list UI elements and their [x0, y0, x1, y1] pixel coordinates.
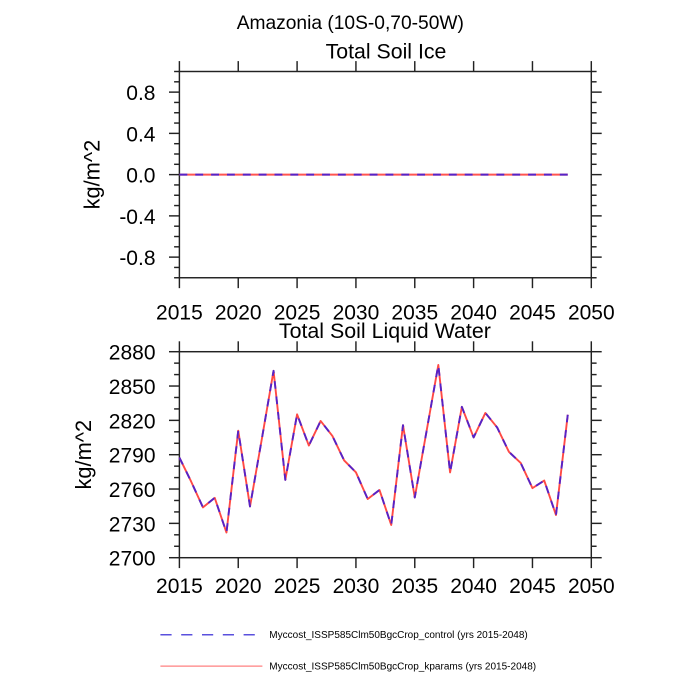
- svg-text:kg/m^2: kg/m^2: [71, 420, 96, 490]
- svg-text:2030: 2030: [333, 302, 380, 325]
- svg-text:2045: 2045: [509, 575, 556, 598]
- svg-text:2040: 2040: [450, 575, 497, 598]
- svg-text:2035: 2035: [391, 302, 438, 325]
- svg-text:2025: 2025: [274, 302, 321, 325]
- svg-text:2760: 2760: [109, 479, 156, 502]
- svg-text:kg/m^2: kg/m^2: [80, 140, 105, 210]
- svg-text:0.0: 0.0: [126, 165, 155, 188]
- svg-text:2700: 2700: [109, 548, 156, 571]
- svg-text:2020: 2020: [215, 302, 262, 325]
- svg-text:Total Soil Ice: Total Soil Ice: [326, 40, 447, 64]
- svg-text:2025: 2025: [274, 575, 321, 598]
- svg-text:2015: 2015: [156, 302, 203, 325]
- svg-text:Myccost_ISSP585Clm50BgcCrop_co: Myccost_ISSP585Clm50BgcCrop_control (yrs…: [269, 630, 527, 641]
- svg-text:2045: 2045: [509, 302, 556, 325]
- svg-text:Myccost_ISSP585Clm50BgcCrop_kp: Myccost_ISSP585Clm50BgcCrop_kparams (yrs…: [269, 661, 536, 672]
- svg-text:2020: 2020: [215, 575, 262, 598]
- svg-text:2850: 2850: [109, 376, 156, 399]
- svg-text:2030: 2030: [333, 575, 380, 598]
- svg-text:2880: 2880: [109, 342, 156, 365]
- svg-text:2035: 2035: [391, 575, 438, 598]
- svg-text:2050: 2050: [568, 575, 615, 598]
- svg-text:2015: 2015: [156, 575, 203, 598]
- svg-text:2730: 2730: [109, 513, 156, 536]
- svg-text:-0.4: -0.4: [119, 206, 156, 229]
- svg-text:2050: 2050: [568, 302, 615, 325]
- svg-text:Total Soil Liquid Water: Total Soil Liquid Water: [279, 319, 491, 343]
- svg-text:0.4: 0.4: [126, 123, 156, 146]
- svg-text:-0.8: -0.8: [119, 247, 155, 270]
- svg-text:2820: 2820: [109, 410, 156, 433]
- svg-text:Amazonia (10S-0,70-50W): Amazonia (10S-0,70-50W): [237, 13, 464, 34]
- svg-text:2040: 2040: [450, 302, 497, 325]
- svg-text:0.8: 0.8: [126, 82, 155, 105]
- svg-text:2790: 2790: [109, 445, 156, 468]
